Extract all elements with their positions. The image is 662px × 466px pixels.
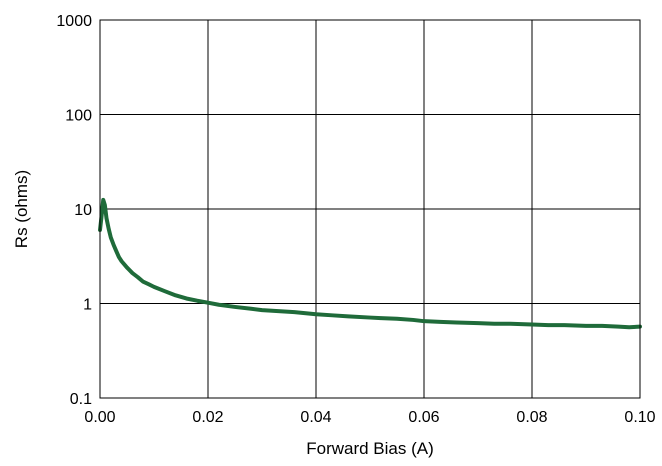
x-tick-label: 0.02 — [192, 409, 223, 426]
y-tick-label: 1 — [83, 297, 92, 314]
x-tick-label: 0.08 — [516, 409, 547, 426]
x-axis-title: Forward Bias (A) — [306, 439, 434, 458]
y-axis-title: Rs (ohms) — [12, 170, 31, 248]
series-layer — [98, 197, 642, 330]
series-line — [98, 197, 642, 330]
y-tick-label: 0.1 — [70, 391, 92, 408]
grid-lines — [99, 19, 641, 399]
y-tick-label: 100 — [65, 108, 92, 125]
x-tick-label: 0.00 — [84, 409, 115, 426]
y-tick-labels: 0.1 1 10 100 1000 — [56, 13, 92, 408]
x-tick-labels: 0.00 0.02 0.04 0.06 0.08 0.10 — [84, 409, 655, 426]
x-tick-label: 0.06 — [408, 409, 439, 426]
y-tick-label: 1000 — [56, 13, 92, 30]
x-tick-label: 0.10 — [624, 409, 655, 426]
plot-frame — [99, 19, 641, 399]
x-tick-label: 0.04 — [300, 409, 331, 426]
y-tick-label: 10 — [74, 202, 92, 219]
